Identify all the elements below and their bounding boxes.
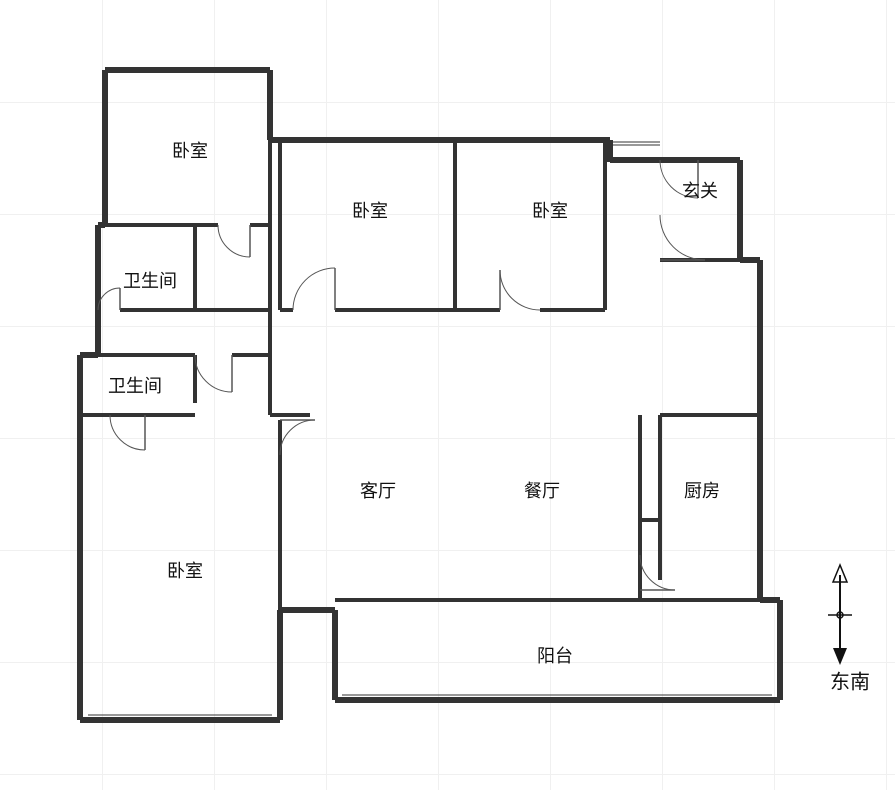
room-label-kitchen: 厨房: [684, 477, 720, 503]
inner-walls: [80, 140, 760, 610]
room-label-bedroom_n2: 卧室: [532, 197, 568, 223]
compass-icon: [828, 565, 852, 665]
outer-walls: [80, 70, 780, 720]
windows: [88, 142, 772, 720]
room-label-balcony: 阳台: [537, 642, 573, 668]
room-label-bath_upper: 卫生间: [123, 267, 177, 293]
room-label-dining: 餐厅: [524, 477, 560, 503]
room-label-living: 客厅: [360, 477, 396, 503]
room-label-bedroom_sw: 卧室: [167, 557, 203, 583]
room-label-bath_lower: 卫生间: [108, 372, 162, 398]
room-label-entrance: 玄关: [682, 177, 718, 203]
room-label-bedroom_nw: 卧室: [172, 137, 208, 163]
compass-direction-label: 东南: [830, 666, 870, 695]
room-label-bedroom_n1: 卧室: [352, 197, 388, 223]
